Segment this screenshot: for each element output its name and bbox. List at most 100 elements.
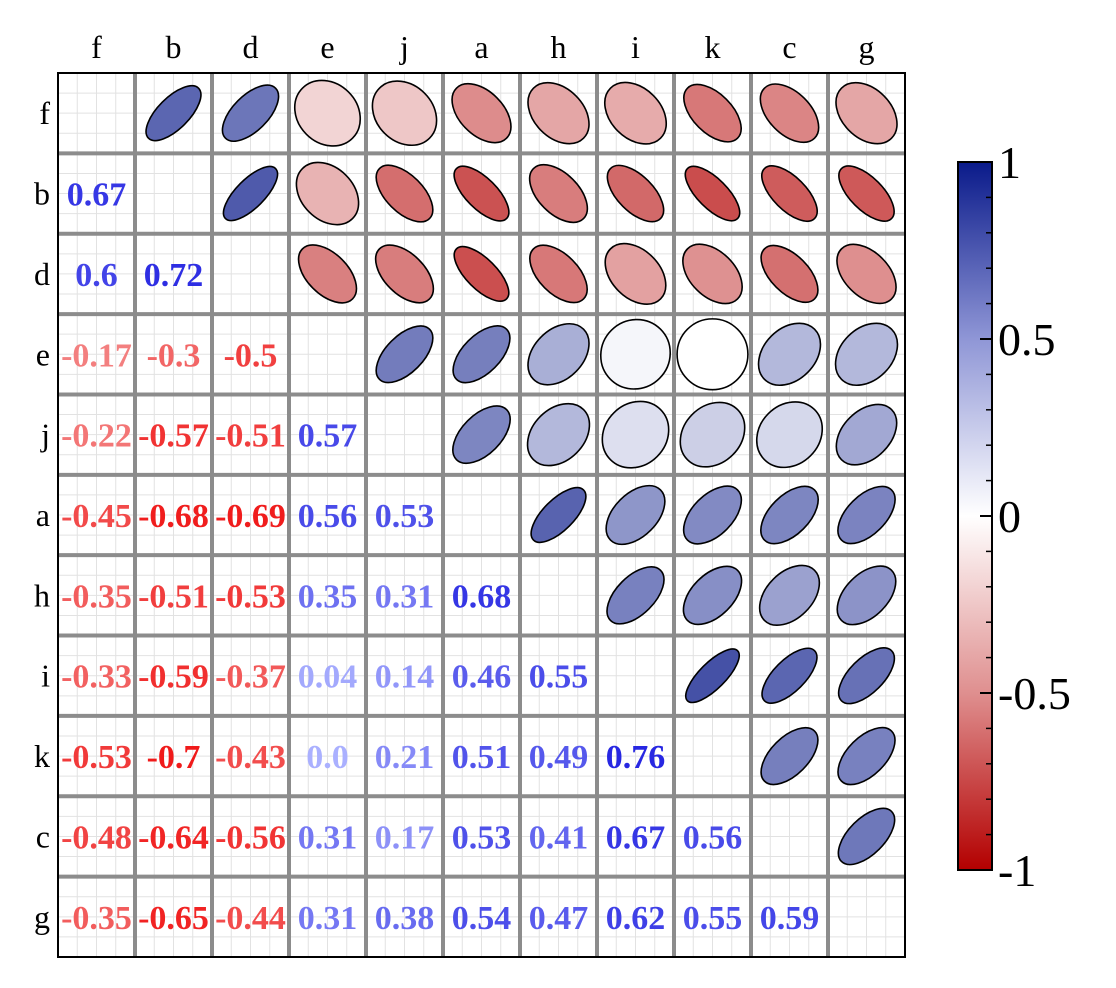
row-label-c: c [36, 818, 50, 854]
corr-value-a-d: -0.69 [215, 498, 286, 535]
corr-ellipse-b-c [761, 165, 818, 222]
corr-value-g-i: 0.62 [606, 900, 666, 937]
corr-ellipse-j-g [835, 403, 898, 466]
column-label-j: j [399, 29, 409, 65]
corr-ellipse-d-h [529, 244, 588, 304]
corr-value-i-h: 0.55 [529, 659, 589, 696]
corr-ellipse-b-k [684, 165, 741, 222]
corr-ellipse-i-k [685, 648, 740, 704]
row-label-f: f [39, 95, 50, 131]
colorbar-tick-label: 0.5 [998, 314, 1056, 365]
corr-value-c-d: -0.56 [215, 819, 286, 856]
corr-ellipse-h-c [758, 564, 821, 626]
corr-value-g-c: 0.59 [760, 900, 820, 937]
corr-value-k-f: -0.53 [61, 739, 132, 776]
corr-value-c-b: -0.64 [138, 819, 209, 856]
corr-ellipse-a-i [605, 484, 666, 546]
corr-ellipse-d-e [297, 244, 358, 304]
corr-ellipse-a-g [837, 485, 896, 545]
row-label-j: j [40, 417, 50, 453]
corr-value-h-j: 0.31 [375, 578, 435, 615]
corr-value-j-e: 0.57 [298, 418, 358, 455]
corr-value-j-b: -0.57 [138, 418, 209, 455]
corr-ellipse-a-h [530, 486, 587, 544]
corr-ellipse-h-i [606, 566, 665, 625]
corr-value-k-h: 0.49 [529, 739, 589, 776]
row-label-h: h [34, 577, 50, 613]
corr-value-a-b: -0.68 [138, 498, 209, 535]
corr-value-g-a: 0.54 [452, 900, 512, 937]
corr-ellipse-e-j [375, 325, 434, 384]
corr-value-k-d: -0.43 [215, 739, 286, 776]
corr-ellipse-k-c [760, 726, 819, 786]
corr-value-g-h: 0.47 [529, 900, 589, 937]
corr-ellipse-e-a [452, 325, 511, 384]
corr-value-g-j: 0.38 [375, 900, 435, 937]
corr-ellipse-k-g [837, 726, 896, 786]
corr-value-h-d: -0.53 [215, 578, 286, 615]
corr-ellipse-e-h [527, 323, 590, 386]
corr-ellipse-i-c [761, 647, 818, 704]
corr-ellipse-h-g [836, 565, 897, 626]
corr-ellipse-f-g [835, 81, 898, 145]
corr-value-c-i: 0.67 [606, 819, 666, 856]
colorbar-tick-label: 1 [998, 137, 1021, 188]
corr-value-i-j: 0.14 [375, 659, 435, 696]
corr-value-d-b: 0.72 [144, 257, 204, 294]
column-label-g: g [859, 29, 875, 65]
corr-value-a-e: 0.56 [298, 498, 358, 535]
corr-value-k-a: 0.51 [452, 739, 512, 776]
row-label-a: a [36, 497, 50, 533]
corr-ellipse-f-h [527, 81, 590, 145]
corr-value-g-b: -0.65 [138, 900, 209, 937]
corr-ellipse-e-i [599, 318, 672, 390]
corr-ellipse-b-e [295, 161, 360, 226]
corr-value-k-i: 0.76 [606, 739, 666, 776]
corr-value-k-e: 0.0 [306, 739, 349, 776]
matrix-frame [57, 72, 906, 958]
corr-ellipse-e-g [834, 322, 899, 387]
corr-ellipse-f-a [451, 82, 512, 144]
corr-value-a-j: 0.53 [375, 498, 435, 535]
corr-value-c-a: 0.53 [452, 819, 512, 856]
corr-value-g-d: -0.44 [215, 900, 286, 937]
corr-ellipse-b-d [222, 165, 279, 222]
row-label-e: e [36, 336, 50, 372]
corr-value-e-f: -0.17 [61, 337, 132, 374]
corr-value-g-e: 0.31 [298, 900, 358, 937]
corr-value-c-h: 0.41 [529, 819, 589, 856]
corr-ellipse-a-k [682, 485, 743, 545]
corr-value-j-f: -0.22 [61, 418, 132, 455]
corr-ellipse-j-k [679, 401, 746, 468]
column-label-e: e [320, 29, 334, 65]
corr-value-h-a: 0.68 [452, 578, 512, 615]
row-label-d: d [34, 256, 50, 292]
corr-ellipse-d-a [453, 245, 510, 302]
corr-value-c-f: -0.48 [61, 819, 132, 856]
corr-value-c-e: 0.31 [298, 819, 358, 856]
column-label-k: k [705, 29, 721, 65]
corr-ellipse-j-h [526, 402, 591, 467]
column-label-f: f [91, 29, 102, 65]
colorbar-tick-label: -0.5 [998, 668, 1071, 719]
corr-value-j-d: -0.51 [215, 418, 286, 455]
colorbar: 1 0.5 0 -0.5 -1 [957, 137, 1071, 896]
row-label-g: g [34, 899, 50, 935]
corr-ellipse-d-i [604, 242, 667, 305]
row-label-i: i [41, 658, 50, 694]
column-label-b: b [166, 29, 182, 65]
colorbar-tick-label: -1 [998, 845, 1036, 896]
corr-ellipse-h-k [682, 565, 743, 626]
corr-value-c-j: 0.17 [375, 819, 435, 856]
corr-ellipse-f-j [371, 80, 438, 147]
corr-ellipse-e-k [676, 318, 749, 391]
matrix-grid [57, 72, 906, 958]
corr-value-g-k: 0.55 [683, 900, 743, 937]
corr-value-i-b: -0.59 [138, 659, 209, 696]
corr-value-i-a: 0.46 [452, 659, 512, 696]
corr-value-h-b: -0.51 [138, 578, 209, 615]
corr-ellipse-e-c [757, 322, 822, 387]
corr-ellipse-d-g [836, 243, 897, 305]
corr-ellipse-f-c [759, 83, 820, 144]
